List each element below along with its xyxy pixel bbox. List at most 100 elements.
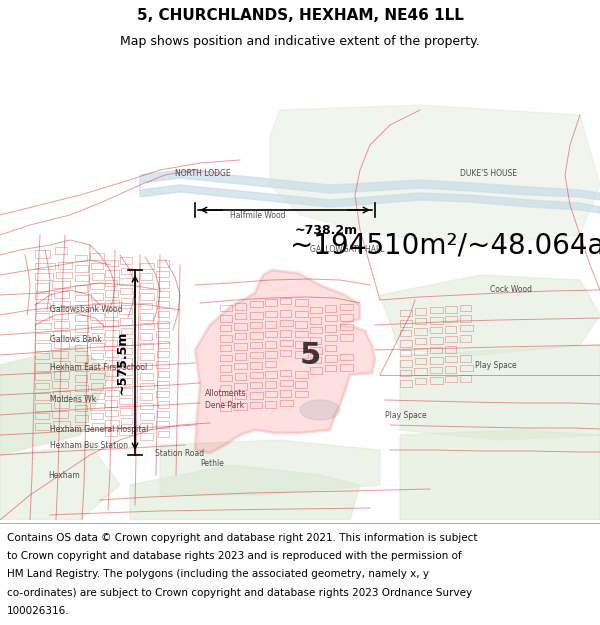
Bar: [90, 313, 104, 320]
Bar: [220, 315, 232, 322]
Bar: [400, 350, 411, 356]
Bar: [140, 413, 154, 420]
Bar: [250, 332, 263, 339]
Bar: [280, 298, 291, 304]
Bar: [54, 341, 69, 348]
Bar: [430, 377, 443, 384]
Bar: [310, 367, 322, 374]
Text: DUKE'S HOUSE: DUKE'S HOUSE: [460, 169, 517, 177]
Bar: [280, 310, 291, 317]
Bar: [52, 411, 68, 418]
Bar: [105, 300, 119, 306]
Bar: [119, 308, 132, 314]
Bar: [140, 363, 152, 369]
Bar: [92, 303, 104, 309]
Bar: [158, 401, 169, 408]
Bar: [235, 353, 246, 360]
Bar: [140, 393, 152, 400]
Bar: [340, 364, 353, 371]
Bar: [75, 395, 89, 402]
Text: Hexham General Hospital: Hexham General Hospital: [50, 426, 148, 434]
Bar: [220, 405, 231, 411]
Bar: [75, 315, 87, 321]
Bar: [75, 265, 88, 272]
Bar: [460, 335, 471, 342]
Bar: [250, 372, 263, 378]
Bar: [265, 401, 276, 408]
Bar: [53, 361, 70, 367]
Bar: [250, 402, 262, 408]
Bar: [400, 360, 412, 367]
Bar: [250, 392, 263, 399]
Bar: [35, 353, 49, 359]
Bar: [430, 357, 443, 364]
Bar: [157, 291, 169, 297]
Bar: [265, 299, 277, 306]
Bar: [158, 431, 169, 437]
Bar: [120, 408, 132, 415]
Polygon shape: [140, 170, 600, 213]
Bar: [75, 275, 89, 281]
Text: Cock Wood: Cock Wood: [490, 286, 532, 294]
Bar: [460, 305, 471, 311]
Bar: [250, 382, 262, 388]
Bar: [156, 391, 169, 397]
Bar: [157, 321, 169, 328]
Bar: [220, 375, 232, 381]
Bar: [90, 373, 104, 379]
Bar: [445, 376, 457, 382]
Text: ~738.2m: ~738.2m: [295, 224, 358, 237]
Bar: [460, 375, 471, 382]
Bar: [280, 330, 291, 337]
Text: Hexham Bus Station: Hexham Bus Station: [50, 441, 128, 449]
Bar: [460, 315, 471, 322]
Bar: [234, 343, 247, 350]
Bar: [35, 343, 51, 351]
Bar: [75, 335, 89, 341]
Bar: [234, 403, 247, 410]
Bar: [265, 341, 276, 348]
Bar: [90, 253, 104, 260]
Bar: [105, 390, 119, 396]
Bar: [340, 304, 353, 310]
Bar: [265, 381, 276, 388]
Bar: [140, 373, 153, 380]
Bar: [105, 280, 117, 286]
Bar: [91, 323, 103, 329]
Bar: [325, 325, 336, 332]
Bar: [105, 360, 119, 366]
Bar: [400, 320, 412, 327]
Bar: [90, 343, 104, 350]
Bar: [157, 351, 169, 357]
Bar: [120, 318, 132, 325]
Bar: [157, 260, 169, 267]
Bar: [235, 393, 246, 399]
Bar: [35, 383, 49, 389]
Bar: [265, 351, 277, 358]
Bar: [53, 331, 70, 337]
Bar: [52, 311, 68, 319]
Bar: [140, 263, 154, 269]
Bar: [295, 391, 308, 397]
Bar: [220, 395, 232, 402]
Bar: [340, 354, 353, 360]
Bar: [121, 328, 132, 334]
Text: Pethle: Pethle: [200, 459, 224, 468]
Bar: [158, 341, 169, 348]
Bar: [140, 383, 154, 389]
Bar: [105, 400, 117, 407]
Bar: [105, 430, 117, 436]
Bar: [35, 283, 49, 291]
Bar: [156, 271, 169, 277]
Bar: [53, 301, 70, 307]
Bar: [92, 363, 104, 370]
Bar: [140, 403, 153, 409]
Bar: [460, 325, 473, 331]
Bar: [140, 353, 154, 360]
Bar: [156, 421, 169, 428]
Text: ~575.5m: ~575.5m: [116, 331, 129, 394]
Bar: [140, 273, 152, 280]
Bar: [157, 381, 169, 388]
Bar: [55, 247, 67, 254]
Bar: [250, 352, 263, 358]
